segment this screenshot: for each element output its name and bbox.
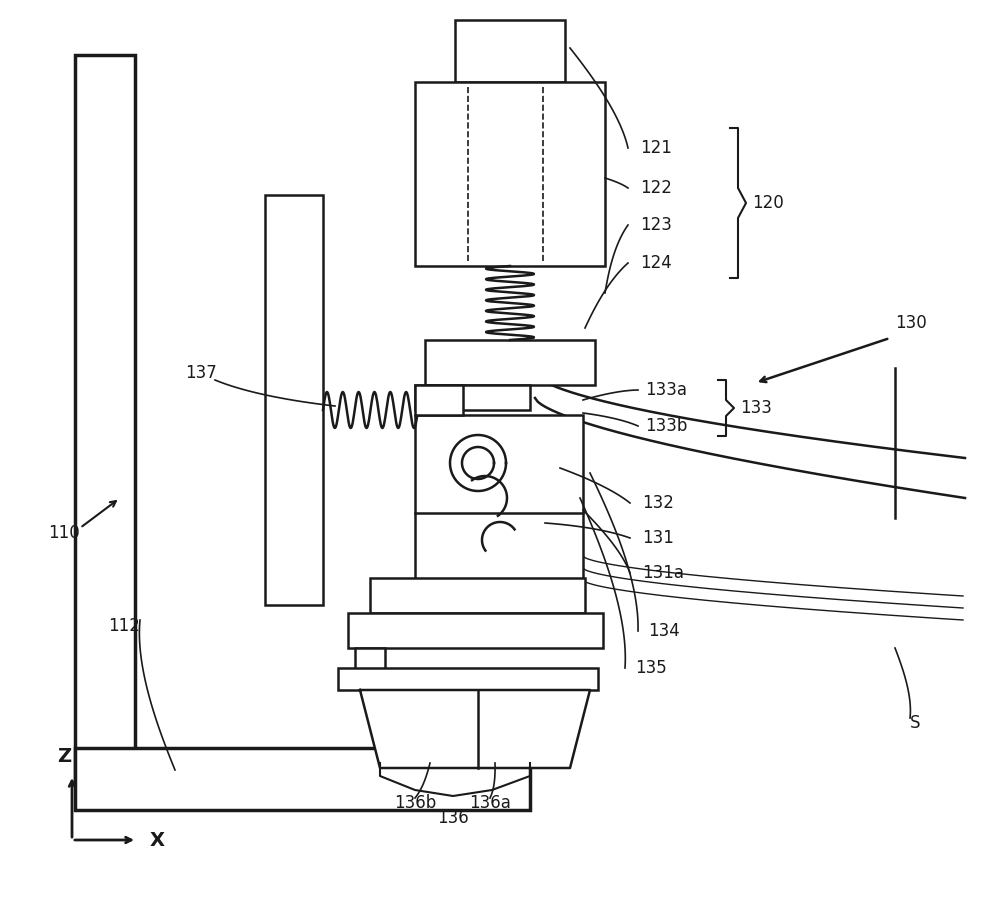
Bar bbox=[355, 648, 385, 670]
Text: 133: 133 bbox=[740, 399, 772, 417]
Text: 134: 134 bbox=[648, 622, 680, 640]
Text: S: S bbox=[910, 714, 920, 732]
Text: 130: 130 bbox=[895, 314, 927, 332]
Text: 136: 136 bbox=[437, 809, 469, 827]
Bar bbox=[338, 668, 598, 690]
Text: Z: Z bbox=[57, 747, 71, 767]
Bar bbox=[415, 415, 583, 580]
Bar bbox=[75, 748, 530, 810]
Text: 137: 137 bbox=[185, 364, 217, 382]
Text: 123: 123 bbox=[640, 216, 672, 234]
Text: 132: 132 bbox=[642, 494, 674, 512]
Bar bbox=[415, 385, 463, 415]
Text: 124: 124 bbox=[640, 254, 672, 272]
Bar bbox=[455, 20, 565, 82]
Text: 133b: 133b bbox=[645, 417, 687, 435]
Text: 122: 122 bbox=[640, 179, 672, 197]
Text: 121: 121 bbox=[640, 139, 672, 157]
Text: 136b: 136b bbox=[394, 794, 436, 812]
Text: 120: 120 bbox=[752, 194, 784, 212]
Bar bbox=[75, 55, 135, 780]
Polygon shape bbox=[360, 690, 590, 768]
Bar bbox=[425, 340, 595, 385]
Text: 112: 112 bbox=[108, 617, 140, 635]
Bar bbox=[348, 613, 603, 648]
Bar bbox=[415, 385, 530, 410]
Text: 131a: 131a bbox=[642, 564, 684, 582]
Text: 133a: 133a bbox=[645, 381, 687, 399]
Text: 135: 135 bbox=[635, 659, 667, 677]
Bar bbox=[415, 82, 605, 266]
Text: 131: 131 bbox=[642, 529, 674, 547]
Text: 110: 110 bbox=[48, 524, 80, 542]
Bar bbox=[265, 195, 323, 605]
Bar bbox=[370, 578, 585, 613]
Text: 136a: 136a bbox=[469, 794, 511, 812]
Text: X: X bbox=[150, 831, 165, 849]
